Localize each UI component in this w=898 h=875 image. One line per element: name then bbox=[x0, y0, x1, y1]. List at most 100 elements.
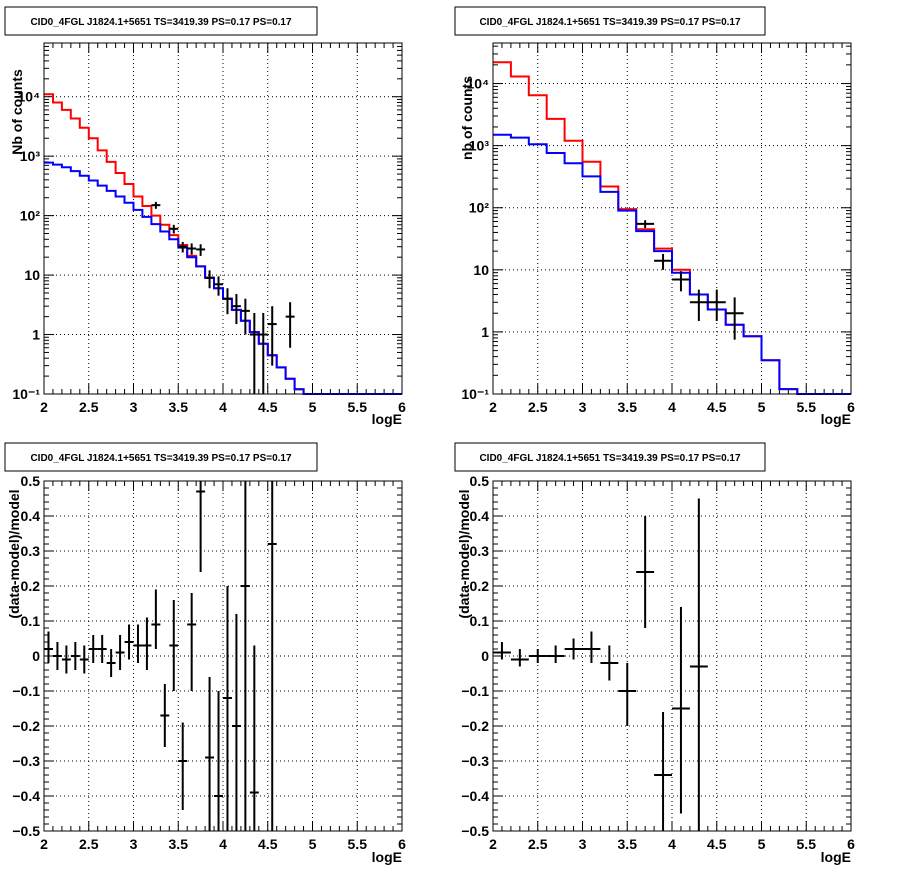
title-box-frame bbox=[4, 442, 318, 472]
x-axis-title: logE bbox=[372, 849, 402, 865]
y-tick-label: 10³ bbox=[20, 148, 41, 164]
y-tick-label: 0.4 bbox=[470, 508, 490, 524]
y-tick-label: 10³ bbox=[469, 138, 490, 154]
plot-frame bbox=[43, 42, 403, 395]
y-tick-label: −0.1 bbox=[461, 683, 489, 699]
title-box: CID0_4FGL J1824.1+5651 TS=3419.39 PS=0.1… bbox=[30, 17, 292, 28]
x-tick-label: 5.5 bbox=[348, 399, 368, 415]
x-tick-label: 6 bbox=[398, 836, 406, 852]
y-tick-label: 10² bbox=[469, 200, 490, 216]
x-tick-label: 2 bbox=[40, 836, 48, 852]
x-tick-label: 5 bbox=[758, 399, 766, 415]
title-box-frame bbox=[454, 6, 766, 36]
tick-labels: 2 2.5 3 3.5 4 4.5 5 5.5 6 10⁻¹ 1 10 10² 10³ 10⁴ bbox=[12, 89, 406, 415]
title-box: CID0_4FGL J1824.1+5651 TS=3419.39 PS=0.1… bbox=[479, 453, 741, 464]
x-tick-label: 3.5 bbox=[169, 399, 189, 415]
x-tick-label: 2.5 bbox=[79, 836, 99, 852]
y-tick-label: 0.4 bbox=[21, 508, 41, 524]
tick-labels: 2 2.5 3 3.5 4 4.5 5 5.5 6 −0.5 −0.4 −0.3 −0.2 −0.1 0 0.… bbox=[12, 473, 406, 852]
data-points bbox=[151, 201, 295, 394]
y-tick-label: 0.5 bbox=[470, 473, 490, 489]
x-tick-label: 2 bbox=[489, 399, 497, 415]
axis-ticks bbox=[43, 480, 403, 832]
tick-labels: 2 2.5 3 3.5 4 4.5 5 5.5 6 10⁻¹ 1 10 10² 10³ 10⁴ bbox=[461, 76, 855, 415]
y-tick-label: 0.3 bbox=[470, 543, 490, 559]
model-component-histogram bbox=[44, 161, 402, 395]
y-tick-label: −0.3 bbox=[461, 753, 489, 769]
plot-background bbox=[44, 481, 402, 831]
y-axis-title: (data-model)/model bbox=[6, 489, 22, 618]
x-tick-label: 4.5 bbox=[707, 836, 727, 852]
x-axis-title: logE bbox=[821, 849, 851, 865]
x-tick-label: 3 bbox=[579, 399, 587, 415]
x-tick-label: 2 bbox=[489, 836, 497, 852]
title-box-frame bbox=[4, 6, 318, 36]
x-tick-label: 3.5 bbox=[618, 399, 638, 415]
x-tick-label: 2.5 bbox=[79, 399, 99, 415]
y-tick-label: 10 bbox=[24, 267, 40, 283]
y-tick-label: −0.2 bbox=[12, 718, 40, 734]
y-tick-label: 10⁻¹ bbox=[461, 386, 489, 402]
model-component-histogram bbox=[493, 133, 851, 395]
x-tick-label: 4 bbox=[668, 399, 676, 415]
y-tick-label: 1 bbox=[481, 324, 489, 340]
data-points bbox=[636, 220, 744, 340]
y-tick-label: 10² bbox=[20, 208, 41, 224]
y-tick-label: 10⁴ bbox=[18, 89, 41, 105]
x-tick-label: 5 bbox=[309, 836, 317, 852]
x-tick-label: 5.5 bbox=[797, 836, 817, 852]
x-tick-label: 4 bbox=[219, 399, 227, 415]
y-tick-label: 0.3 bbox=[21, 543, 41, 559]
x-tick-label: 4 bbox=[219, 836, 227, 852]
y-tick-label: 10⁻¹ bbox=[12, 386, 40, 402]
plot-area: 2 2.5 3 3.5 4 4.5 5 5.5 6 10⁻¹ 1 10 10² 10³ 10⁴ bbox=[12, 42, 406, 415]
title-box-frame bbox=[454, 442, 766, 472]
y-tick-label: 0.1 bbox=[21, 613, 41, 629]
plot-frame bbox=[492, 480, 852, 832]
y-tick-label: 10 bbox=[473, 262, 489, 278]
y-tick-label: 0.1 bbox=[470, 613, 490, 629]
y-axis-title: (data-model)/model bbox=[456, 489, 472, 618]
tick-labels: 2 2.5 3 3.5 4 4.5 5 5.5 6 −0.5 −0.4 −0.3 −0.2 −0.1 0 0.… bbox=[461, 473, 855, 852]
x-tick-label: 6 bbox=[847, 399, 855, 415]
x-tick-label: 4.5 bbox=[258, 399, 278, 415]
y-tick-label: 1 bbox=[32, 327, 40, 343]
x-tick-label: 3 bbox=[130, 836, 138, 852]
data-points bbox=[44, 481, 277, 831]
x-tick-label: 3 bbox=[579, 836, 587, 852]
x-tick-label: 5 bbox=[758, 836, 766, 852]
axis-ticks bbox=[492, 480, 852, 832]
y-tick-label: 0 bbox=[32, 648, 40, 664]
x-tick-label: 5 bbox=[309, 399, 317, 415]
title-box: CID0_4FGL J1824.1+5651 TS=3419.39 PS=0.1… bbox=[479, 17, 741, 28]
y-tick-label: −0.5 bbox=[12, 823, 40, 839]
plot-frame bbox=[43, 480, 403, 832]
panel-top-left: CID0_4FGL J1824.1+5651 TS=3419.39 PS=0.1… bbox=[4, 6, 406, 427]
plot-area: 2 2.5 3 3.5 4 4.5 5 5.5 6 −0.5 −0.4 −0.3 −0.2 −0.1 0 0.… bbox=[461, 473, 855, 852]
x-tick-label: 6 bbox=[398, 399, 406, 415]
x-tick-label: 4 bbox=[668, 836, 676, 852]
plot-area: 2 2.5 3 3.5 4 4.5 5 5.5 6 10⁻¹ 1 10 10² 10³ 10⁴ bbox=[461, 42, 855, 415]
x-tick-label: 2.5 bbox=[528, 399, 548, 415]
x-tick-label: 4.5 bbox=[258, 836, 278, 852]
y-tick-label: −0.4 bbox=[461, 788, 489, 804]
axis-ticks bbox=[492, 43, 852, 395]
plot-area: 2 2.5 3 3.5 4 4.5 5 5.5 6 −0.5 −0.4 −0.3 −0.2 −0.1 0 0.… bbox=[12, 473, 406, 852]
x-tick-label: 3 bbox=[130, 399, 138, 415]
panel-bottom-right: CID0_4FGL J1824.1+5651 TS=3419.39 PS=0.1… bbox=[454, 442, 855, 865]
y-tick-label: −0.1 bbox=[12, 683, 40, 699]
y-tick-label: −0.2 bbox=[461, 718, 489, 734]
y-tick-label: 0 bbox=[481, 648, 489, 664]
y-tick-label: −0.4 bbox=[12, 788, 40, 804]
x-tick-label: 3.5 bbox=[618, 836, 638, 852]
data-points bbox=[493, 498, 708, 831]
panel-bottom-left: CID0_4FGL J1824.1+5651 TS=3419.39 PS=0.1… bbox=[4, 442, 406, 865]
y-tick-label: 0.2 bbox=[470, 578, 490, 594]
x-tick-label: 6 bbox=[847, 836, 855, 852]
y-tick-label: −0.3 bbox=[12, 753, 40, 769]
x-axis-title: logE bbox=[821, 411, 851, 427]
title-box: CID0_4FGL J1824.1+5651 TS=3419.39 PS=0.1… bbox=[30, 453, 292, 464]
x-tick-label: 2.5 bbox=[528, 836, 548, 852]
x-tick-label: 2 bbox=[40, 399, 48, 415]
